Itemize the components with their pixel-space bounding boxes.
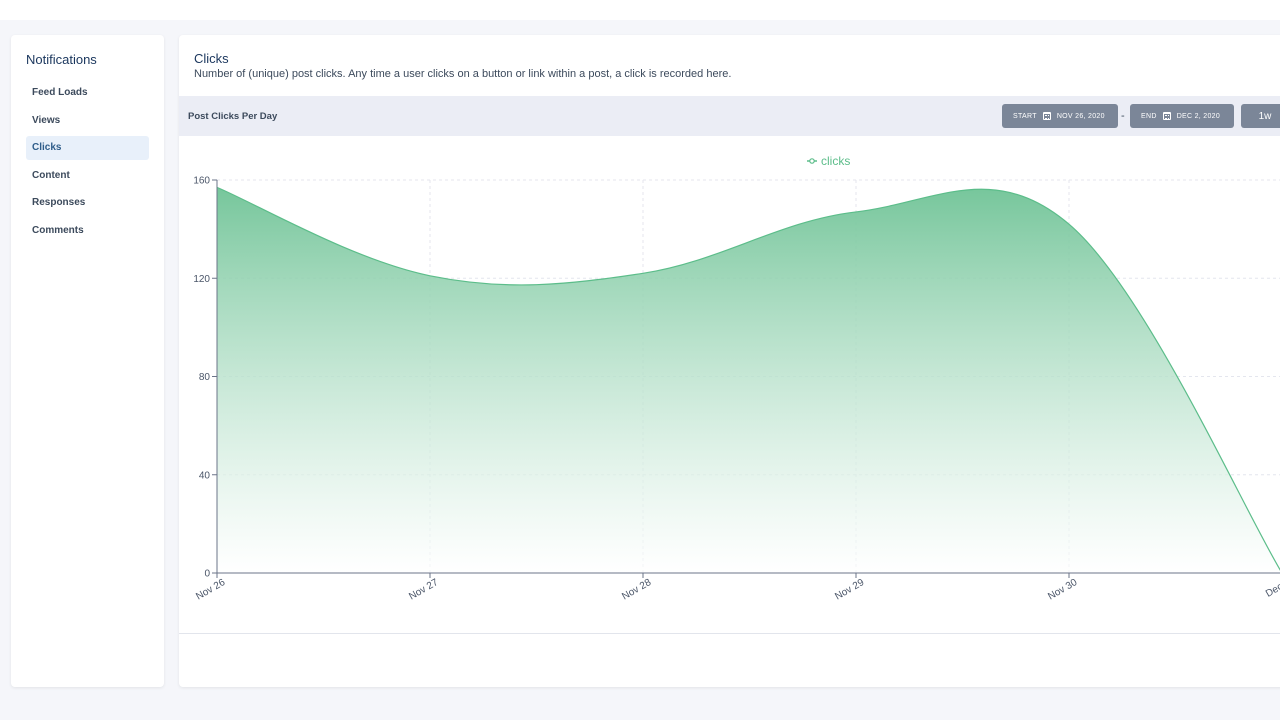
sidebar-item-comments[interactable]: Comments [32,224,84,236]
y-tick-label: 80 [199,372,211,383]
x-tick-label: Nov 27 [407,577,440,603]
clicks-area-chart: 0 40 80 120 160 Nov 26 Nov 27 Nov 28 Nov 29 Nov 3… [193,154,1280,603]
y-tick-label: 40 [199,470,211,481]
page-title: Clicks [194,51,229,66]
end-date-label: END [1141,112,1157,120]
start-date-label: START [1013,112,1037,120]
start-date-button[interactable]: START NOV 26, 2020 [1002,104,1118,128]
chart-title: Post Clicks Per Day [188,111,278,122]
x-tick-label: Nov 26 [194,577,227,603]
sidebar-item-content[interactable]: Content [32,169,70,181]
sidebar-item-feed-loads[interactable]: Feed Loads [32,87,88,98]
series-area-clicks [217,187,1280,573]
top-bar [0,0,1280,20]
sidebar-item-responses[interactable]: Responses [32,197,86,208]
sidebar-item-views[interactable]: Views [32,114,61,126]
x-tick-label: Nov 30 [1046,577,1079,603]
calendar-icon [1162,112,1171,120]
y-tick-label: 160 [193,176,210,187]
sidebar-title: Notifications [26,52,97,67]
sidebar: Notifications Feed Loads Views Clicks Co… [11,35,164,687]
end-date-button[interactable]: END DEC 2, 2020 [1130,104,1234,128]
chart-card: Post Clicks Per Day START NOV 26, 2020 -… [179,96,1280,634]
page-description: Number of (unique) post clicks. Any time… [194,68,732,80]
start-date-value: NOV 26, 2020 [1056,112,1105,120]
x-tick-label: Dec 1 [1264,577,1280,600]
date-separator: - [1121,110,1125,122]
y-tick-label: 0 [204,569,210,580]
series-line-clicks [216,186,1280,571]
end-date-value: DEC 2, 2020 [1176,112,1221,120]
sidebar-item-clicks[interactable]: Clicks [26,136,149,160]
range-1w-button[interactable]: 1w [1241,104,1280,128]
chart-header: Post Clicks Per Day START NOV 26, 2020 -… [179,96,1280,136]
x-tick-label: Nov 28 [620,577,653,603]
x-tick-label: Nov 29 [833,577,866,603]
calendar-icon [1042,112,1051,120]
legend-marker [809,158,815,164]
y-tick-label: 120 [193,274,210,285]
legend-label-clicks: clicks [821,154,850,168]
main-panel: Clicks Number of (unique) post clicks. A… [179,35,1280,687]
